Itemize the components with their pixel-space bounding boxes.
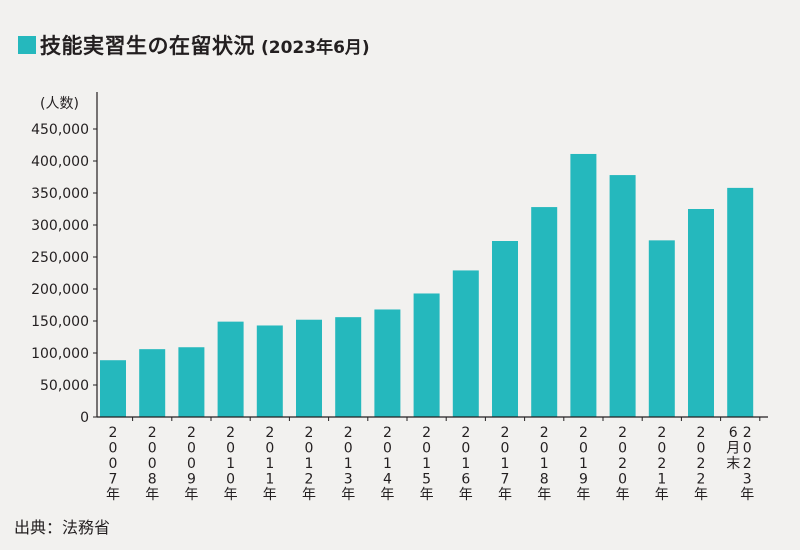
x-tick-label-extra: 6 月末 <box>726 425 740 472</box>
bar <box>139 349 166 417</box>
y-tick-label: 0 <box>80 410 89 426</box>
chart-title: 技能実習生の在留状況 <box>40 34 255 58</box>
title-square-icon <box>18 36 36 54</box>
bar <box>256 325 283 417</box>
y-axis-label: (人数) <box>40 96 79 112</box>
bar <box>100 360 126 417</box>
y-tick-label: 200,000 <box>31 282 89 298</box>
bar <box>413 293 440 417</box>
chart-subtitle: (2023年6月) <box>261 37 370 58</box>
y-tick-label: 400,000 <box>31 154 89 170</box>
bar <box>727 187 754 417</box>
y-tick-label: 100,000 <box>31 346 89 362</box>
source-note: 出典：法務省 <box>14 518 111 537</box>
bar <box>492 241 518 417</box>
bar <box>531 207 558 417</box>
y-tick-label: 150,000 <box>31 314 89 330</box>
y-tick-label: 350,000 <box>31 186 89 202</box>
bar <box>688 209 714 417</box>
chart-title-row: 技能実習生の在留状況 (2023年6月) <box>18 30 370 60</box>
bar <box>648 240 675 417</box>
bar <box>217 321 244 417</box>
y-tick-label: 300,000 <box>31 218 89 234</box>
y-tick-label: 250,000 <box>31 250 89 266</box>
bar <box>452 270 479 417</box>
y-tick-label: 50,000 <box>40 378 89 394</box>
bar <box>374 309 401 417</box>
bar <box>609 175 636 417</box>
bar <box>335 317 362 417</box>
y-tick-label: 450,000 <box>31 122 89 138</box>
bar <box>570 153 597 417</box>
bar <box>296 319 322 417</box>
bar <box>178 347 205 417</box>
